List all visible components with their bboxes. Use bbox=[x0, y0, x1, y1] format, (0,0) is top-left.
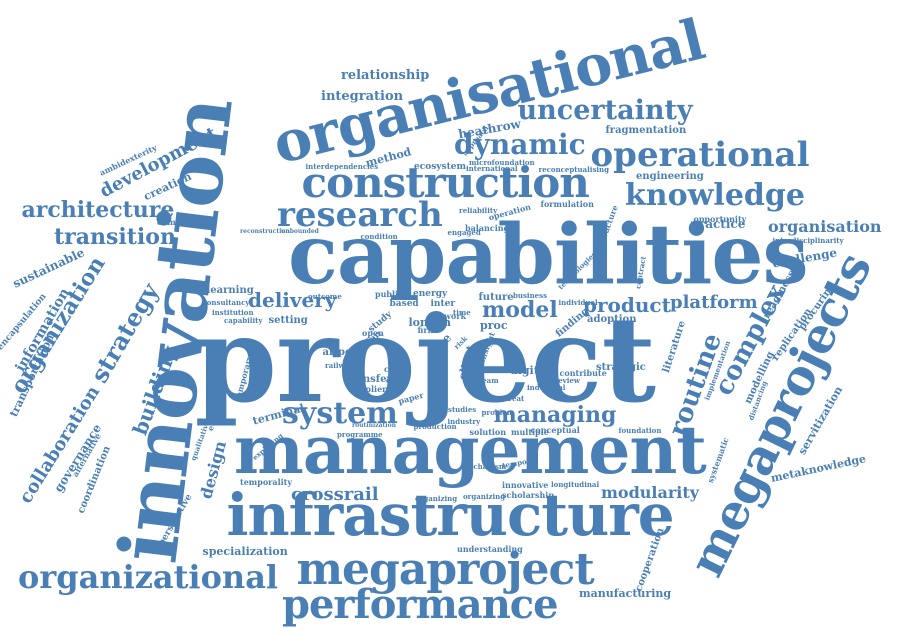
cloud-word: fragmentation bbox=[605, 125, 687, 136]
cloud-word: inter bbox=[430, 298, 456, 309]
cloud-word: reconstruction bbox=[240, 228, 290, 235]
cloud-word: dynamic bbox=[454, 128, 586, 161]
cloud-word: formulation bbox=[540, 199, 594, 209]
cloud-word: institution bbox=[212, 307, 254, 317]
cloud-word: knowledge bbox=[625, 178, 805, 213]
cloud-word: time bbox=[453, 307, 471, 317]
cloud-word: ecosystem bbox=[414, 161, 466, 172]
cloud-word: london bbox=[408, 315, 452, 329]
cloud-word: longitudinal bbox=[551, 479, 600, 489]
cloud-word: management bbox=[234, 411, 707, 489]
cloud-word: firm bbox=[417, 325, 437, 335]
cloud-word: community bbox=[157, 217, 208, 227]
cloud-word: studies bbox=[448, 404, 477, 414]
cloud-word: infrastructure bbox=[226, 481, 675, 549]
cloud-word: organizational bbox=[18, 558, 279, 596]
cloud-word: architecture bbox=[21, 197, 175, 223]
cloud-word: problem bbox=[481, 407, 515, 417]
cloud-word: construction bbox=[301, 158, 590, 207]
cloud-word: reconceptualising bbox=[538, 164, 610, 174]
cloud-word: based bbox=[389, 298, 419, 309]
cloud-word: opportunity bbox=[693, 214, 747, 224]
cloud-word: unbounded bbox=[281, 228, 319, 235]
cloud-word: microfoundation bbox=[469, 157, 535, 167]
cloud-word: engineering bbox=[636, 171, 704, 182]
cloud-word: innovative bbox=[502, 480, 549, 490]
cloud-word: airport bbox=[322, 347, 362, 358]
cloud-word: interdisciplinarity bbox=[772, 235, 844, 245]
cloud-word: team bbox=[479, 375, 499, 385]
cloud-word: transition bbox=[54, 224, 176, 250]
cloud-word: relationship bbox=[341, 67, 430, 83]
cloud-word: uncertainty bbox=[517, 94, 693, 126]
cloud-word: practice bbox=[690, 217, 746, 231]
cloud-word: model bbox=[482, 297, 558, 323]
cloud-word: programme bbox=[337, 429, 383, 439]
cloud-word: cycle bbox=[386, 375, 406, 385]
cloud-word: megaproject bbox=[296, 544, 595, 595]
cloud-word: industry bbox=[447, 416, 481, 426]
cloud-word: strategic bbox=[596, 362, 646, 373]
cloud-word: organisation bbox=[768, 217, 882, 236]
cloud-word: mechanism bbox=[461, 461, 507, 471]
cloud-word: work bbox=[444, 311, 466, 321]
cloud-word: industrial bbox=[527, 382, 566, 392]
cloud-word: capabilities bbox=[288, 207, 809, 303]
cloud-word: transfer bbox=[346, 374, 392, 385]
cloud-word: contribute bbox=[559, 368, 607, 378]
cloud-word: condition bbox=[360, 231, 398, 241]
cloud-word: future bbox=[478, 292, 514, 303]
cloud-word: routinization bbox=[352, 422, 396, 429]
cloud-word: foundation bbox=[618, 425, 662, 435]
cloud-word: outcome bbox=[308, 291, 342, 301]
cloud-word: temporality bbox=[240, 477, 292, 487]
cloud-word: engaged bbox=[447, 227, 481, 237]
cloud-word: capability bbox=[224, 315, 263, 325]
cloud-word: learning bbox=[206, 285, 254, 296]
cloud-word: conceptual bbox=[530, 425, 580, 435]
cloud-word: scholarship bbox=[502, 490, 554, 500]
cloud-word: project bbox=[194, 290, 657, 429]
cloud-word: international bbox=[466, 163, 518, 173]
cloud-word: organizing bbox=[463, 491, 506, 501]
cloud-word: threat bbox=[500, 393, 525, 403]
cloud-word: literature bbox=[660, 319, 689, 375]
cloud-word: cities bbox=[384, 364, 409, 374]
cloud-word: energy bbox=[413, 288, 448, 299]
cloud-word: platform bbox=[670, 292, 758, 313]
cloud-word: solution bbox=[469, 427, 507, 437]
cloud-word: proc bbox=[480, 318, 508, 332]
cloud-word: balancing bbox=[465, 223, 510, 233]
cloud-word: specialization bbox=[202, 544, 288, 558]
cloud-word: railway bbox=[325, 360, 354, 370]
cloud-word: system bbox=[282, 396, 398, 431]
cloud-word: open bbox=[362, 328, 384, 338]
cloud-word: manufacturing bbox=[579, 586, 672, 600]
cloud-word: public bbox=[375, 289, 403, 299]
cloud-word: delivery bbox=[248, 288, 337, 312]
cloud-word: individual bbox=[558, 297, 598, 307]
cloud-word: understanding bbox=[457, 544, 523, 554]
cloud-word: operational bbox=[590, 135, 810, 175]
cloud-word: consultancy bbox=[202, 297, 250, 307]
cloud-word: review bbox=[554, 375, 580, 385]
cloud-word: product bbox=[583, 293, 671, 317]
cloud-word: interdependencies bbox=[305, 161, 379, 171]
cloud-word: multiple bbox=[511, 427, 549, 437]
cloud-word: business bbox=[513, 290, 548, 300]
cloud-word: reliability bbox=[459, 205, 498, 215]
cloud-word: modularity bbox=[601, 483, 700, 502]
cloud-word: setting bbox=[268, 315, 308, 326]
cloud-word: performance bbox=[282, 581, 559, 628]
cloud-word: research bbox=[277, 195, 443, 235]
cloud-word: production bbox=[413, 421, 457, 431]
cloud-word: integration bbox=[321, 88, 404, 104]
cloud-word: adoption bbox=[587, 314, 637, 325]
cloud-word: crossrail bbox=[291, 484, 379, 505]
cloud-word: supplier bbox=[349, 384, 387, 394]
cloud-word: organizing bbox=[415, 493, 458, 503]
cloud-word: managing bbox=[493, 402, 617, 428]
cloud-word: digital bbox=[510, 363, 551, 377]
